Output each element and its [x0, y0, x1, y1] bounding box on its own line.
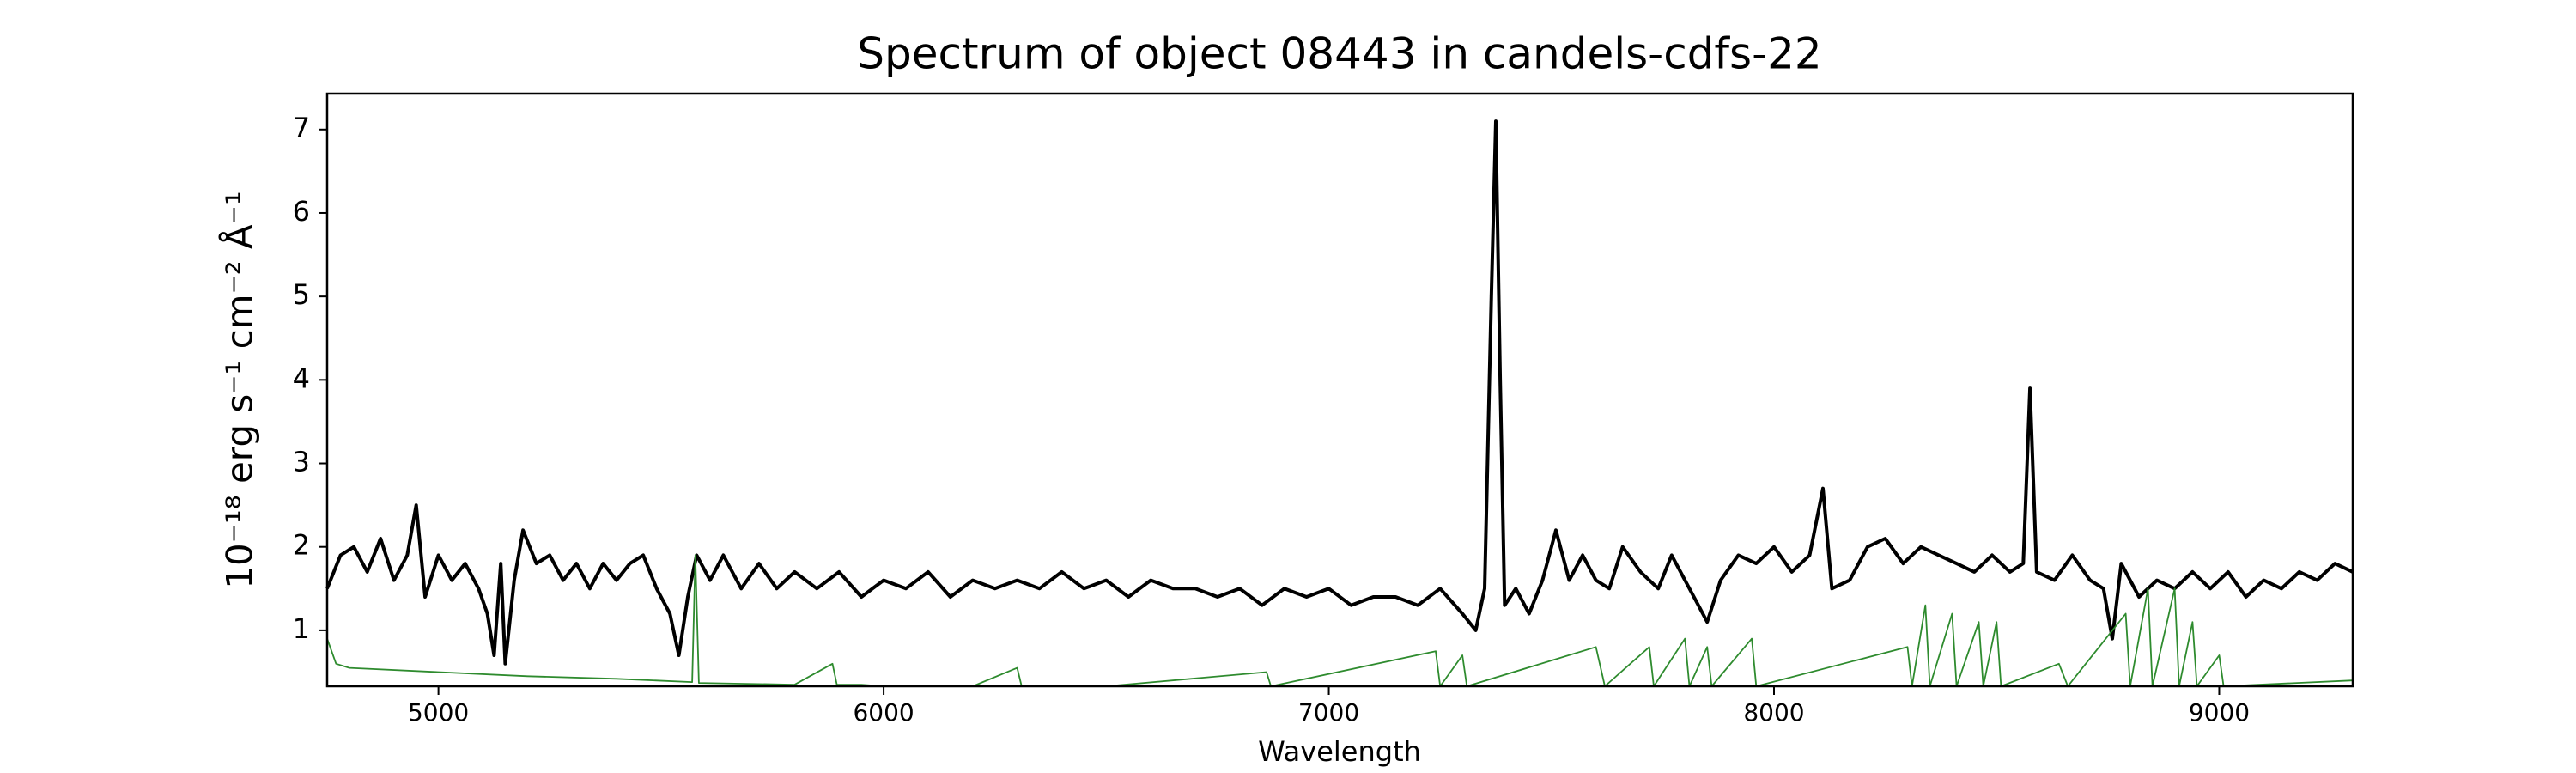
y-tick-label: 1	[293, 612, 310, 645]
y-tick-label: 4	[293, 362, 310, 394]
y-tick-label: 6	[293, 195, 310, 228]
x-tick-label: 7000	[1298, 698, 1359, 727]
y-axis-label: 10⁻¹⁸ erg s⁻¹ cm⁻² Å⁻¹	[218, 191, 261, 588]
x-tick-label: 6000	[853, 698, 914, 727]
x-axis-label: Wavelength	[1258, 735, 1421, 768]
y-tick-label: 2	[293, 529, 310, 562]
x-tick-label: 9000	[2189, 698, 2250, 727]
x-tick-label: 5000	[408, 698, 469, 727]
y-tick-label: 3	[293, 446, 310, 478]
flux-line	[325, 119, 2354, 666]
plot-frame	[325, 92, 2354, 688]
y-tick-label: 5	[293, 278, 310, 311]
y-tick-label: 7	[293, 112, 310, 144]
x-tick-label: 8000	[1743, 698, 1804, 727]
chart-title: Spectrum of object 08443 in candels-cdfs…	[857, 29, 1822, 79]
noise-line	[326, 554, 2354, 687]
